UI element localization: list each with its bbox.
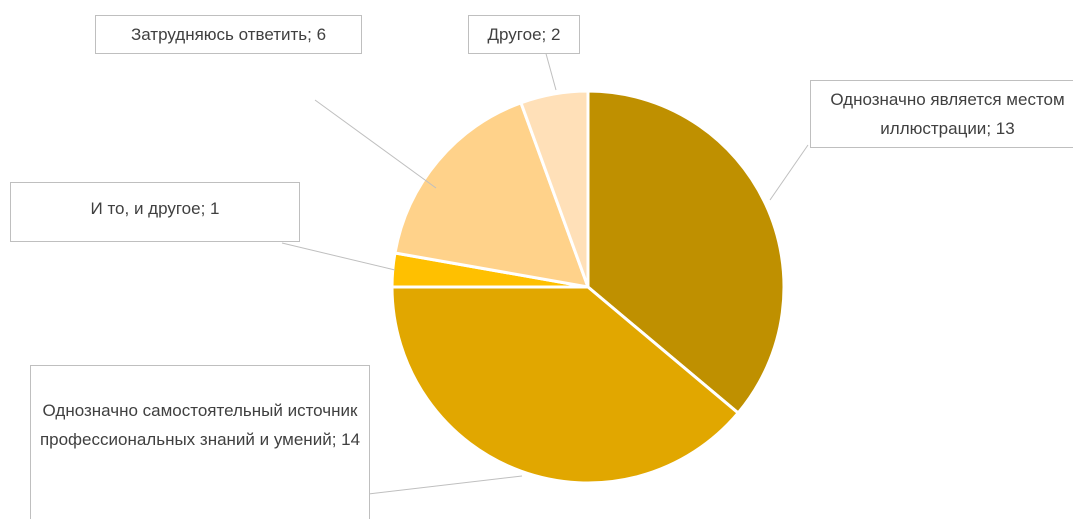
pie-slice <box>390 285 741 485</box>
label-category: Однозначно самостоятельный источник проф… <box>39 401 358 449</box>
pie-slice <box>393 100 591 289</box>
leader-line <box>281 242 396 271</box>
pie-slice <box>586 89 786 416</box>
data-label: Однозначно является местом иллюстрации; … <box>810 80 1073 148</box>
label-category: Другое <box>487 25 542 44</box>
label-value: 1 <box>210 199 220 218</box>
label-separator: ; <box>307 25 317 44</box>
label-separator: ; <box>541 25 551 44</box>
label-separator: ; <box>331 430 342 449</box>
label-separator: ; <box>986 119 996 138</box>
label-category: И то, и другое <box>90 199 201 218</box>
pie-slice <box>519 89 590 288</box>
label-category: Однозначно является местом иллюстрации <box>830 90 1065 138</box>
data-label: Затрудняюсь ответить; 6 <box>95 15 362 54</box>
label-value: 14 <box>341 430 361 449</box>
leader-line <box>359 475 523 496</box>
data-label: Другое; 2 <box>468 15 580 54</box>
data-label: Однозначно самостоятельный источник проф… <box>30 365 370 519</box>
label-value: 13 <box>995 119 1015 138</box>
data-label: И то, и другое; 1 <box>10 182 300 242</box>
leader-line <box>314 99 437 189</box>
label-category: Затрудняюсь ответить <box>130 25 308 44</box>
label-value: 2 <box>551 25 561 44</box>
label-separator: ; <box>200 199 211 218</box>
leader-line <box>544 49 557 91</box>
leader-line <box>769 144 809 201</box>
label-value: 6 <box>316 25 327 44</box>
